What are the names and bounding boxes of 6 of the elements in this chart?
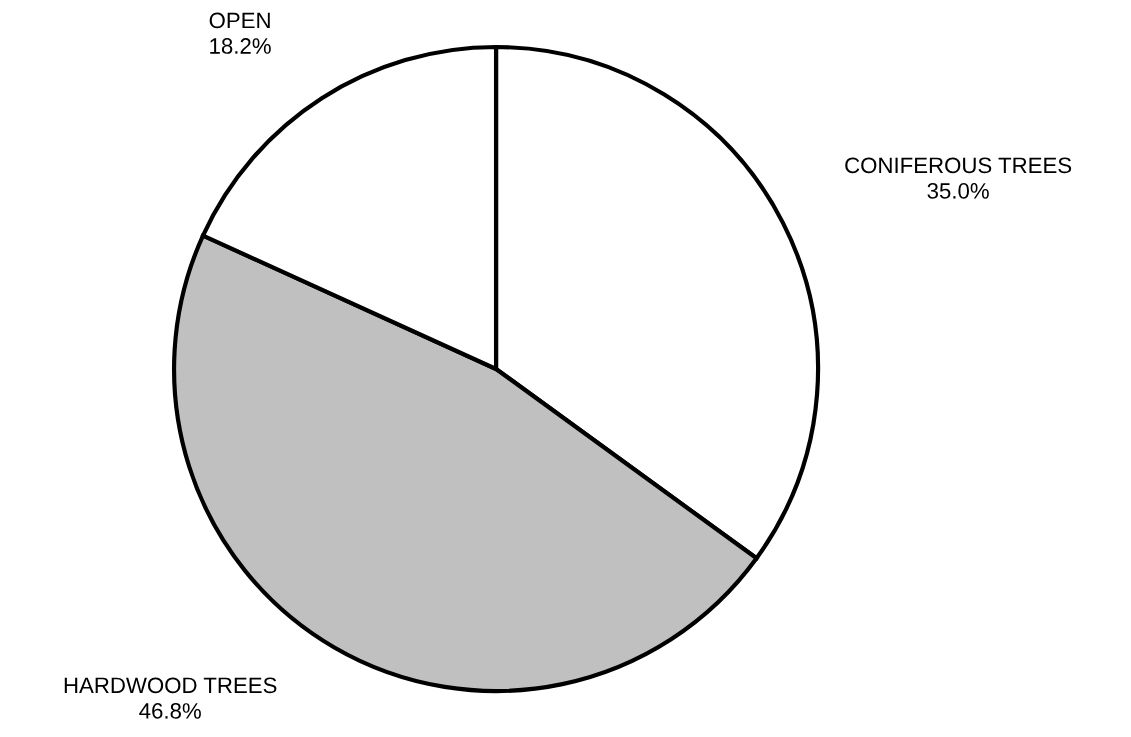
data-label: 18.2% bbox=[210, 38, 271, 54]
slice-label: CONIFEROUS TREES bbox=[845, 157, 1072, 174]
data-label: 46.8% bbox=[139, 703, 201, 719]
slice-label: HARDWOOD TREES bbox=[64, 677, 277, 694]
data-label: 35.0% bbox=[927, 183, 989, 199]
slice-label: OPEN bbox=[209, 12, 270, 29]
